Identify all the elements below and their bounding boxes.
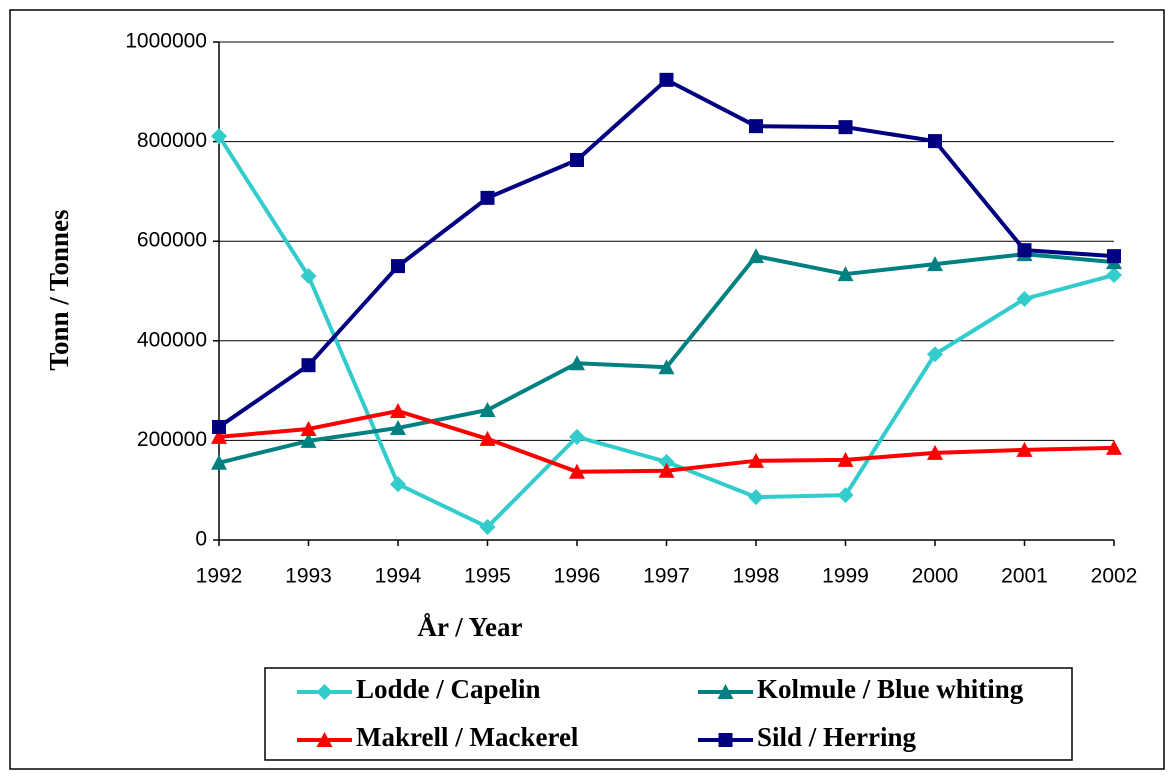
data-point [748,248,764,264]
data-point [748,489,764,506]
data-point [391,259,405,274]
data-point [838,120,853,135]
x-tick-label: 1992 [196,565,243,588]
data-point [211,128,227,145]
data-point [659,72,674,87]
data-point [1016,290,1033,307]
x-tick-label: 2001 [1001,565,1048,588]
data-point [390,476,406,493]
y-tick-label: 400000 [137,328,207,351]
legend-box [264,667,1073,761]
data-point [479,402,496,418]
legend-marker [316,732,333,747]
chart-border [9,9,1165,770]
data-point [749,119,763,134]
data-point [658,453,675,470]
y-tick-label: 1000000 [125,30,207,53]
data-point [390,403,406,419]
x-tick-label: 1999 [822,565,869,588]
data-point [658,359,675,375]
legend-label: Makrell / Mackerel [356,722,579,752]
legend-label: Lodde / Capelin [356,674,541,704]
data-point [1017,243,1032,258]
x-tick-label: 1994 [375,565,422,588]
data-point [837,266,854,282]
data-point [212,419,226,434]
data-point [748,452,764,468]
data-point [837,487,854,504]
legend-marker [718,733,733,747]
data-point [300,268,317,285]
data-point [927,256,943,272]
x-tick-label: 1993 [285,565,332,588]
data-point [390,419,406,435]
data-point [837,451,854,467]
legend-marker [717,684,734,699]
data-point [927,444,943,460]
data-point [569,428,585,445]
legend-label: Sild / Herring [757,722,917,752]
data-point [300,432,317,448]
legend-label: Kolmule / Blue whiting [757,674,1024,704]
x-tick-label: 1998 [733,565,780,588]
x-tick-label: 1997 [643,565,690,588]
x-tick-label: 1996 [554,565,601,588]
data-point [480,190,495,205]
data-point [928,134,942,149]
data-point [658,462,675,478]
y-tick-label: 200000 [137,428,207,451]
x-tick-label: 2000 [912,565,959,588]
data-point [1106,267,1122,284]
legend-marker [316,684,333,700]
data-point [479,519,496,536]
x-tick-label: 1995 [464,565,511,588]
data-point [1107,249,1121,264]
data-point [479,430,496,446]
data-point [1106,439,1122,455]
data-point [927,346,943,363]
y-tick-label: 800000 [137,129,207,152]
x-tick-label: 2002 [1091,565,1138,588]
data-point [301,358,316,373]
y-tick-label: 0 [195,528,207,551]
data-point [211,428,227,444]
data-point [569,463,585,479]
data-point [211,454,227,470]
data-point [569,355,585,371]
data-point [300,420,317,436]
data-point [570,153,584,168]
x-axis-title: År / Year [418,612,523,642]
data-point [1016,441,1033,457]
y-tick-label: 600000 [137,229,207,252]
y-axis-title: Tonn / Tonnes [44,209,74,370]
